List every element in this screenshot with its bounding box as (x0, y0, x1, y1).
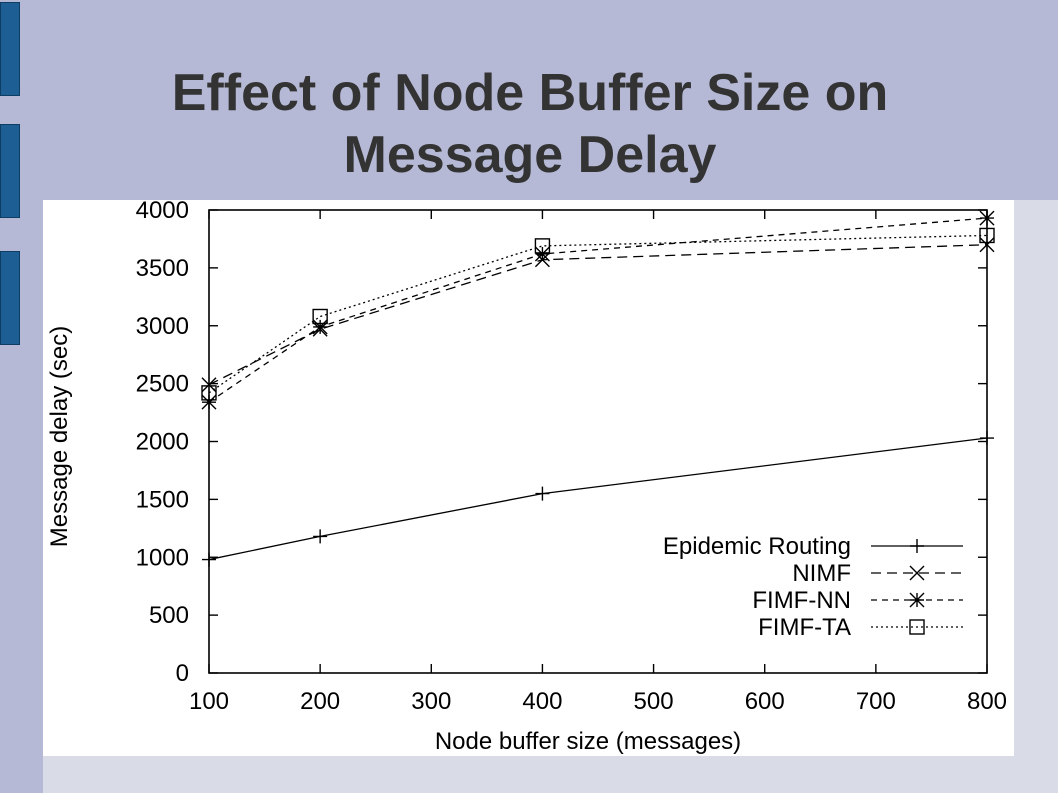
data-point-nimf (979, 237, 995, 253)
series-line-nimf (208, 244, 988, 386)
y-tick-label: 2500 (136, 371, 189, 398)
x-tick-label: 800 (967, 688, 1007, 715)
series-line-fimf-nn (208, 217, 988, 403)
chart-panel: 100 200 300 400 500 600 700 800 0 500 1000 1500 2000… (43, 200, 1014, 756)
y-tick-label: 2000 (136, 429, 189, 456)
data-point-epidemic-routing (980, 431, 994, 446)
legend-label-nimf: NIMF (792, 560, 851, 587)
x-tick-label: 600 (745, 688, 785, 715)
x-tick-label: 100 (189, 688, 229, 715)
y-tick-label: 4000 (136, 200, 189, 224)
data-point-fimf-nn (534, 246, 550, 262)
legend-marker-nimf (909, 565, 925, 581)
plot-frame (208, 209, 988, 674)
x-axis-label: Node buffer size (messages) (435, 728, 741, 755)
data-point-fimf-nn (979, 210, 995, 226)
y-tick-label: 3500 (136, 255, 189, 282)
y-tick-label: 1000 (136, 544, 189, 571)
data-point-epidemic-routing (202, 552, 216, 567)
x-tick-label: 300 (411, 688, 451, 715)
data-point-fimf-ta (534, 238, 551, 254)
data-point-fimf-nn (201, 394, 217, 410)
legend-label-fimf-nn: FIMF-NN (752, 587, 851, 614)
slide-title-line-2: Message Delay (343, 126, 717, 184)
legend-marker-fimf-nn (909, 592, 925, 608)
y-tick-label: 500 (149, 602, 189, 629)
legend-label-epidemic-routing: Epidemic Routing (663, 533, 851, 560)
data-point-fimf-nn (312, 319, 328, 335)
x-tick-label: 500 (634, 688, 674, 715)
legend-marker-epidemic-routing (910, 539, 924, 553)
data-point-fimf-ta (312, 308, 328, 325)
accent-bar-bottom (0, 251, 20, 345)
y-tick-label: 3000 (136, 313, 189, 340)
x-tick-label: 400 (522, 688, 562, 715)
data-point-fimf-ta (201, 385, 217, 401)
data-point-fimf-ta (979, 227, 995, 244)
x-tick-label: 200 (300, 688, 340, 715)
accent-bar-top (0, 2, 20, 96)
y-tick-label: 0 (176, 660, 189, 687)
data-point-epidemic-routing (313, 529, 328, 544)
slide-title: Effect of Node Buffer Size on Message De… (60, 62, 1000, 186)
x-tick-label: 700 (856, 688, 896, 715)
series-line-epidemic-routing (208, 437, 988, 561)
accent-bar-middle (0, 124, 20, 218)
y-tick-label: 1500 (136, 486, 189, 513)
series-line-fimf-ta (208, 234, 988, 394)
legend-label-fimf-ta: FIMF-TA (758, 614, 851, 641)
slide-title-line-1: Effect of Node Buffer Size on (171, 64, 889, 122)
y-axis-label: Message delay (sec) (46, 326, 73, 547)
line-chart: 100 200 300 400 500 600 700 800 0 500 1000 1500 2000… (46, 200, 1007, 755)
legend-marker-fimf-ta (909, 619, 925, 635)
data-point-epidemic-routing (535, 486, 550, 501)
slide-header (0, 0, 1058, 200)
